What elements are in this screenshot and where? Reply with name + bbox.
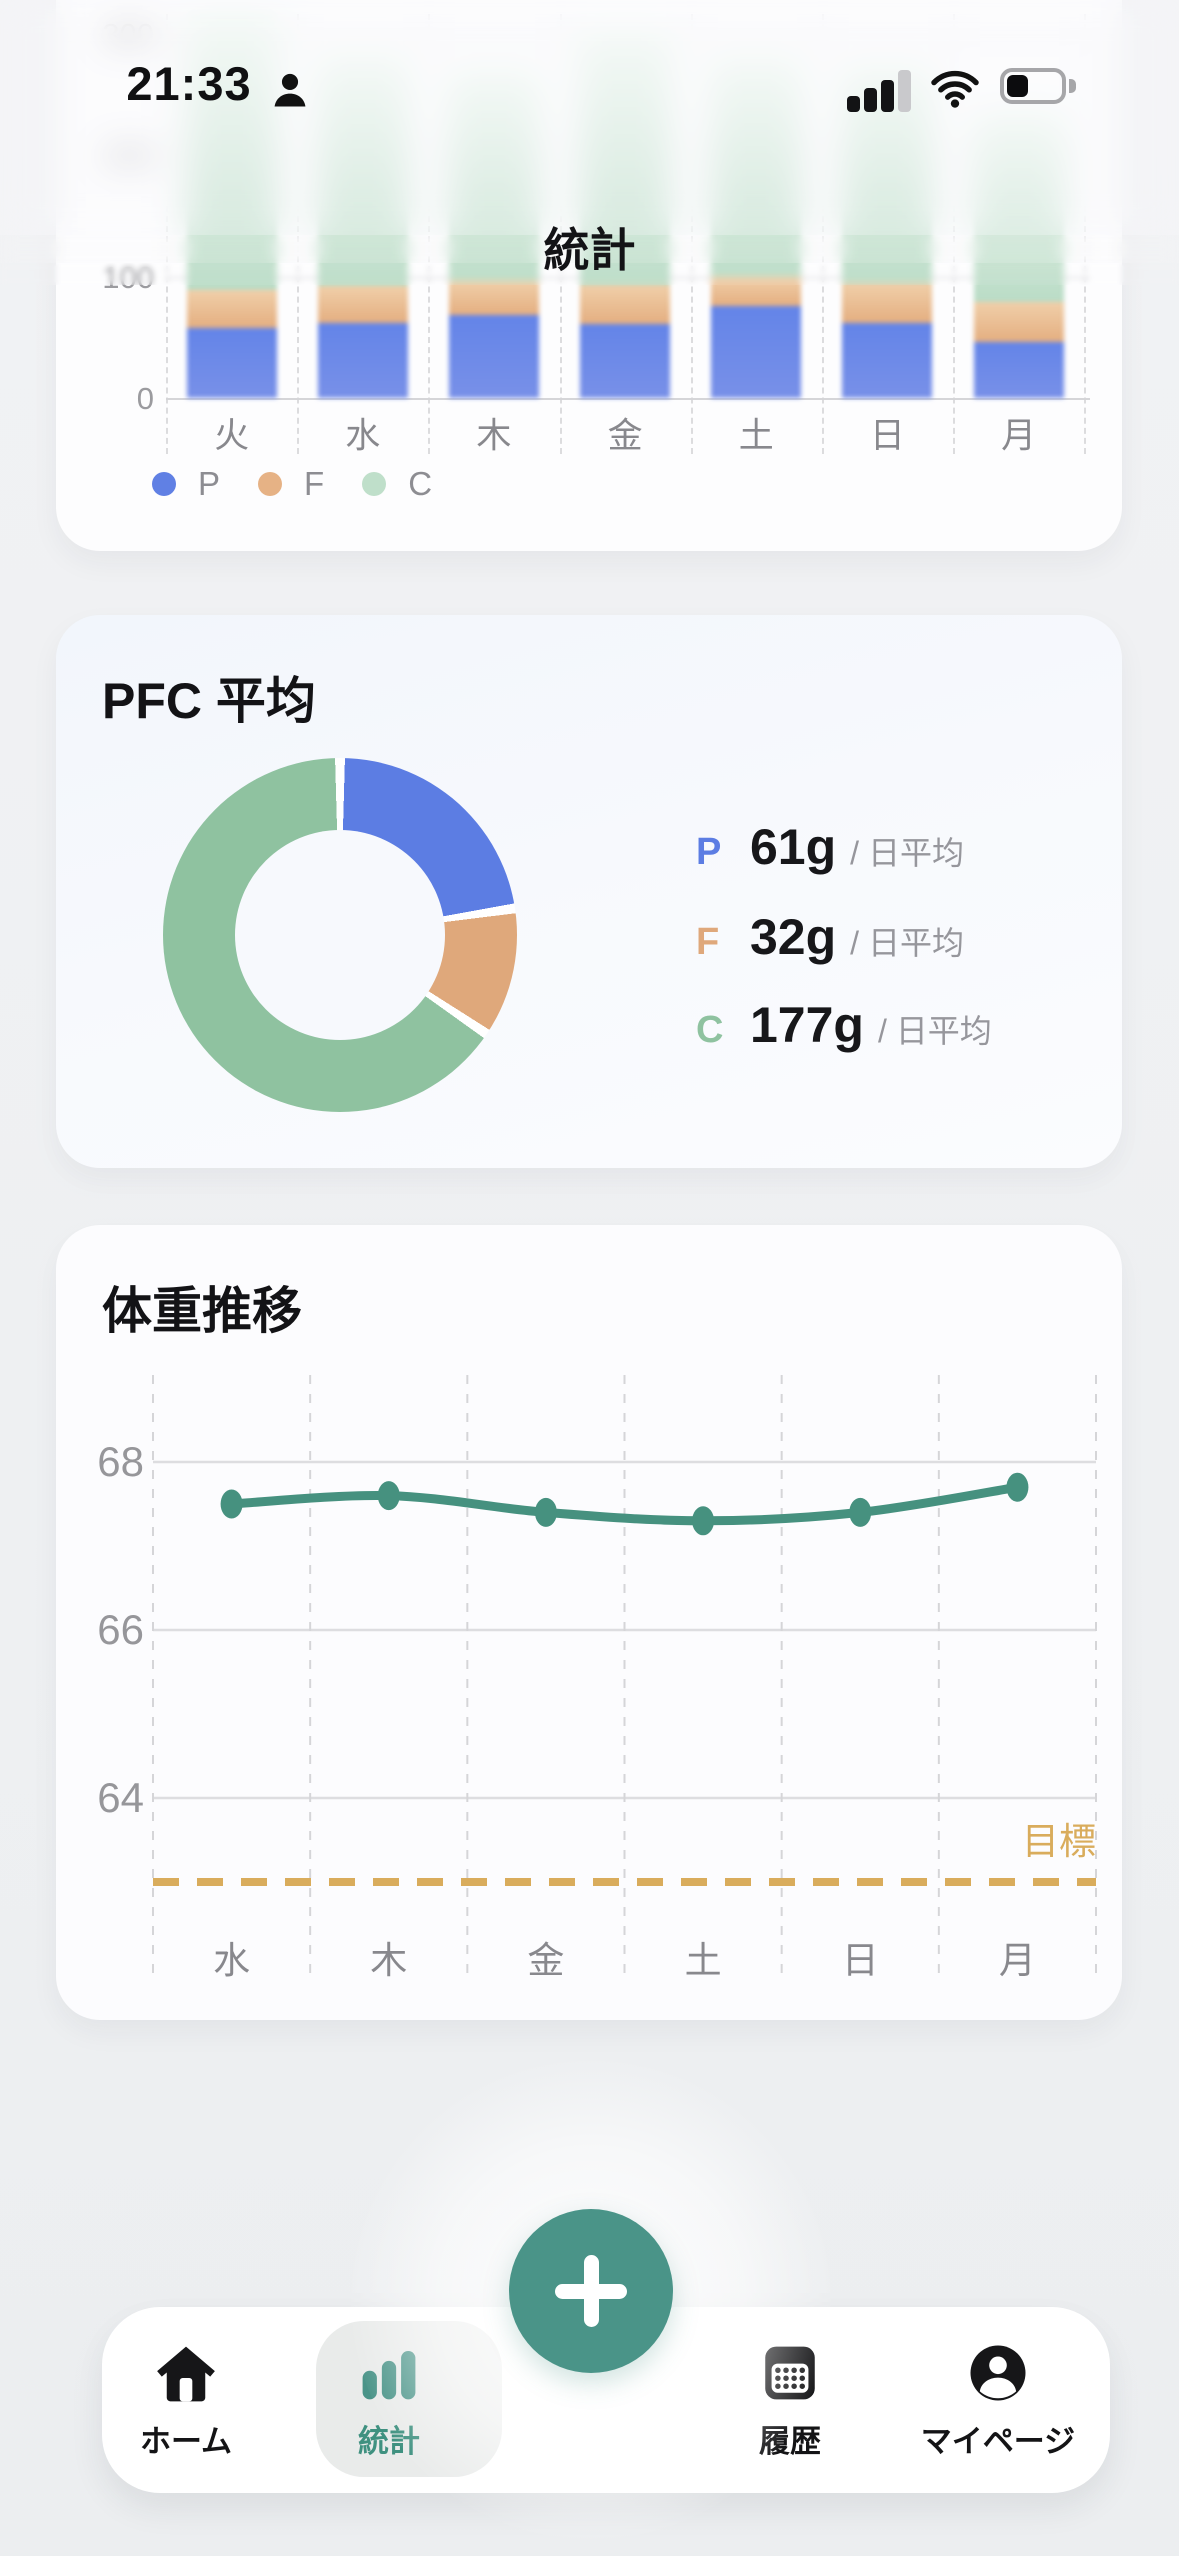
bar-segment-F [186, 289, 277, 328]
legend-dot-F [258, 472, 283, 496]
pfc-legend-row-P: P 61g / 日平均 [696, 818, 964, 882]
legend-label-F: F [304, 465, 325, 502]
pfc-donut-chart [163, 758, 517, 1112]
pfc-suffix: / 日平均 [877, 1013, 992, 1049]
nav-item-mypage[interactable]: マイページ [908, 2307, 1088, 2493]
bar-segment-F [973, 302, 1064, 343]
weight-line-chart: 68 66 64 目標水 木 金 土 日 月 [56, 1225, 1122, 2020]
bar-gridline [166, 398, 1090, 400]
weight-point [220, 1489, 243, 1519]
bar-ytick-label: 0 [136, 381, 154, 416]
page-title: 統計 [543, 224, 636, 276]
weight-point [377, 1481, 400, 1511]
bar-segment-F [448, 281, 539, 316]
bar-segment-F [711, 276, 802, 306]
bar-chart-icon [362, 2350, 416, 2399]
weight-day-label: 日 [842, 1940, 879, 1981]
nav-label-history: 履歴 [759, 2423, 821, 2459]
cellular-signal-icon [847, 64, 917, 114]
add-entry-fab[interactable] [509, 2209, 673, 2373]
pfc-card-title: PFC 平均 [102, 673, 316, 729]
bar-day-label: 火 [214, 416, 250, 456]
bar-day-label: 水 [345, 416, 381, 456]
weight-point [534, 1497, 557, 1527]
bar-segment-P [842, 322, 933, 398]
bar-day-label: 金 [607, 416, 643, 456]
weight-trend-card: 体重推移 68 66 64 目標水 木 金 土 日 月 [56, 1225, 1122, 2020]
bar-segment-P [711, 305, 802, 398]
weight-day-label: 木 [370, 1940, 407, 1981]
bar-segment-F [580, 285, 671, 324]
weight-day-label: 水 [213, 1940, 250, 1981]
pfc-letter-P: P [696, 831, 722, 873]
bar-segment-F [842, 282, 933, 323]
pfc-letter-C: C [696, 1009, 724, 1051]
weight-ytick-label: 66 [97, 1606, 144, 1653]
pfc-average-card: PFC 平均 P 61g / 日平均 F 32g / 日平均 C 177g / 日平均 [56, 615, 1122, 1168]
pfc-legend-row-C: C 177g / 日平均 [696, 996, 992, 1060]
weight-day-label: 金 [527, 1940, 564, 1981]
calendar-icon [765, 2346, 815, 2399]
pfc-suffix: / 日平均 [850, 925, 964, 961]
person-icon [970, 2345, 1026, 2400]
pfc-value-C: 177g [750, 997, 864, 1053]
clock: 21:33 [126, 57, 252, 110]
bar-segment-P [317, 322, 408, 398]
bar-ytick-label: 200 [102, 138, 154, 173]
weight-ytick-label: 68 [97, 1438, 144, 1485]
bar-segment-P [448, 315, 539, 398]
weight-card-title: 体重推移 [102, 1283, 302, 1339]
bar-segment-P [580, 323, 671, 398]
focus-person-icon [274, 73, 306, 107]
pfc-legend-row-F: F 32g / 日平均 [696, 908, 964, 972]
weight-point [849, 1497, 872, 1527]
legend-dot-C [362, 472, 387, 496]
home-icon [157, 2346, 215, 2401]
pfc-suffix: / 日平均 [850, 835, 964, 871]
nav-item-history[interactable]: 履歴 [700, 2307, 880, 2493]
wifi-icon [931, 70, 979, 108]
weight-ytick-label: 64 [97, 1774, 144, 1821]
nav-label-mypage: マイページ [920, 2423, 1076, 2459]
pfc-value-P: 61g [750, 819, 837, 875]
bar-day-label: 木 [476, 416, 512, 456]
weight-point [1006, 1472, 1029, 1502]
status-bar: 21:33 [0, 56, 1179, 126]
pfc-letter-F: F [696, 921, 720, 963]
legend-label-P: P [198, 465, 221, 502]
nav-label-stats: 統計 [358, 2423, 420, 2459]
bar-day-label: 日 [869, 416, 905, 456]
battery-icon [1000, 68, 1078, 106]
nav-label-home: ホーム [139, 2423, 233, 2459]
weight-day-label: 土 [685, 1940, 722, 1981]
bar-segment-F [317, 286, 408, 323]
bar-day-label: 土 [738, 416, 774, 456]
nav-item-stats[interactable]: 統計 [299, 2307, 479, 2493]
weight-day-label: 月 [999, 1940, 1036, 1981]
nav-item-home[interactable]: ホーム [96, 2307, 276, 2493]
bar-ytick-label: 300 [102, 16, 154, 52]
weight-line [227, 1482, 1022, 1526]
legend-label-C: C [408, 465, 433, 502]
pfc-value-F: 32g [750, 909, 837, 965]
bar-segment-P [973, 342, 1064, 398]
goal-line-label: 目標 [1022, 1821, 1096, 1862]
donut-hole [235, 830, 445, 1040]
weight-point [692, 1506, 715, 1536]
bar-day-label: 月 [1001, 416, 1037, 456]
legend-dot-P [152, 472, 176, 496]
bar-segment-P [186, 327, 277, 398]
